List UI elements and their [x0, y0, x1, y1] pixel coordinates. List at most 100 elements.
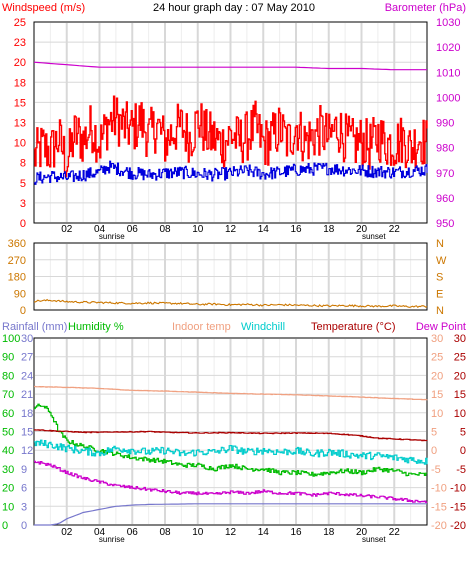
p1-barometer-tick-label: 1000: [436, 92, 460, 104]
p2-direction-tick-label: 270: [8, 255, 26, 267]
windspeed-axis-label: Windspeed (m/s): [2, 2, 85, 14]
legend-dew-point: Dew Point: [416, 321, 466, 333]
p1-windspeed-tick-label: 20: [14, 57, 26, 69]
p3-indoor-temp-series-line: [34, 385, 428, 401]
p3-indoor-temp-tick-label: 10: [431, 408, 443, 420]
p3-humidity-tick-label: 0: [2, 520, 8, 532]
p3-rainfall-tick-label: 9: [21, 464, 27, 476]
p3-humidity-series-line: [34, 403, 428, 477]
p2-wind-direction-series-line: [34, 298, 428, 309]
p3-humidity-tick-label: 90: [2, 352, 14, 364]
p3-rainfall-tick-label: 30: [21, 333, 33, 345]
p1-barometer-tick-label: 970: [436, 168, 454, 180]
p1-windspeed-tick-label: 10: [14, 138, 26, 150]
p1-sunrise-label: sunrise: [99, 232, 125, 241]
p1-x-tick-label: 04: [94, 224, 106, 235]
p1-windspeed-tick-label: 3: [20, 198, 26, 210]
p3-temperature-series-line: [34, 429, 428, 442]
p3-temperature-tick-label: 30: [454, 333, 466, 345]
p1-x-tick-label: 16: [290, 224, 302, 235]
p3-rainfall-series-line: [34, 503, 427, 526]
p3-humidity-tick-label: 30: [2, 464, 14, 476]
p1-barometer-tick-label: 990: [436, 118, 454, 130]
graph-title: 24 hour graph day : 07 May 2010: [153, 2, 315, 14]
p3-temperature-tick-label: 0: [460, 445, 466, 457]
p1-x-tick-label: 08: [159, 224, 171, 235]
p1-x-tick-label: 06: [127, 224, 139, 235]
p3-indoor-temp-tick-label: 15: [431, 389, 443, 401]
p3-dew-point-series-line: [34, 460, 428, 503]
p1-windspeed-tick-label: 13: [14, 118, 26, 130]
p3-rainfall-tick-label: 15: [21, 427, 33, 439]
p3-temperature-tick-label: -20: [450, 520, 466, 532]
p1-windspeed-tick-label: 18: [14, 77, 26, 89]
p3-indoor-temp-tick-label: -10: [431, 483, 447, 495]
p3-humidity-tick-label: 50: [2, 427, 14, 439]
p1-barometer-tick-label: 1010: [436, 67, 460, 79]
p3-humidity-tick-label: 70: [2, 389, 14, 401]
p3-indoor-temp-tick-label: 0: [431, 445, 437, 457]
p3-rainfall-tick-label: 3: [21, 501, 27, 513]
p3-x-tick-label: 02: [61, 527, 73, 538]
p1-windspeed-tick-label: 5: [20, 178, 26, 190]
p3-sunrise-label: sunrise: [99, 535, 125, 544]
p3-x-tick-label: 20: [356, 527, 368, 538]
p3-rainfall-tick-label: 18: [21, 408, 33, 420]
p3-indoor-temp-tick-label: 20: [431, 370, 443, 382]
p1-barometer-series-line: [33, 61, 427, 71]
p1-average-wind-series-line: [34, 160, 428, 185]
p3-temperature-tick-label: 20: [454, 370, 466, 382]
p3-x-tick-label: 16: [290, 527, 302, 538]
p3-humidity-tick-label: 100: [2, 333, 20, 345]
p2-direction-tick-label: 360: [8, 238, 26, 250]
p1-barometer-tick-label: 960: [436, 193, 454, 205]
p1-gust-series-line: [34, 95, 428, 178]
p1-x-tick-label: 20: [356, 224, 368, 235]
p3-temperature-tick-label: -15: [450, 501, 466, 513]
p3-x-tick-label: 08: [159, 527, 171, 538]
p2-compass-tick-label: E: [436, 288, 443, 300]
p1-x-tick-label: 02: [61, 224, 73, 235]
p1-barometer-tick-label: 980: [436, 143, 454, 155]
p3-indoor-temp-tick-label: 5: [431, 427, 437, 439]
p2-compass-tick-label: N: [436, 238, 444, 250]
p3-temperature-tick-label: -10: [450, 483, 466, 495]
p1-x-tick-label: 14: [258, 224, 270, 235]
p3-rainfall-tick-label: 24: [21, 370, 33, 382]
p3-humidity-tick-label: 60: [2, 408, 14, 420]
p3-rainfall-tick-label: 12: [21, 445, 33, 457]
p3-x-tick-label: 10: [192, 527, 204, 538]
p1-barometer-tick-label: 1020: [436, 42, 460, 54]
p3-rainfall-tick-label: 27: [21, 352, 33, 364]
p1-x-tick-label: 22: [389, 224, 401, 235]
p2-compass-tick-label: W: [436, 255, 447, 267]
barometer-axis-label: Barometer (hPa): [385, 2, 466, 14]
p3-temperature-tick-label: -5: [456, 464, 466, 476]
p3-rainfall-tick-label: 0: [21, 520, 27, 532]
p3-x-tick-label: 14: [258, 527, 270, 538]
legend-humidity: Humidity %: [68, 321, 124, 333]
p3-indoor-temp-tick-label: 25: [431, 352, 443, 364]
p3-x-tick-label: 04: [94, 527, 106, 538]
p3-x-tick-label: 18: [323, 527, 335, 538]
p3-x-tick-label: 12: [225, 527, 237, 538]
p1-windspeed-tick-label: 25: [14, 17, 26, 29]
legend-indoor-temp: Indoor temp: [172, 321, 231, 333]
p1-barometer-tick-label: 950: [436, 218, 454, 230]
p3-temperature-tick-label: 10: [454, 408, 466, 420]
p3-x-tick-label: 22: [389, 527, 401, 538]
legend-windchill: Windchill: [241, 321, 285, 333]
p3-temperature-tick-label: 25: [454, 352, 466, 364]
p3-temperature-tick-label: 15: [454, 389, 466, 401]
p3-x-tick-label: 06: [127, 527, 139, 538]
p2-compass-tick-label: N: [436, 305, 444, 317]
p3-indoor-temp-tick-label: -20: [431, 520, 447, 532]
p1-windspeed-tick-label: 0: [20, 218, 26, 230]
p1-x-tick-label: 12: [225, 224, 237, 235]
p2-direction-tick-label: 180: [8, 272, 26, 284]
p3-humidity-tick-label: 10: [2, 501, 14, 513]
p3-indoor-temp-tick-label: -15: [431, 501, 447, 513]
p1-windspeed-tick-label: 15: [14, 97, 26, 109]
